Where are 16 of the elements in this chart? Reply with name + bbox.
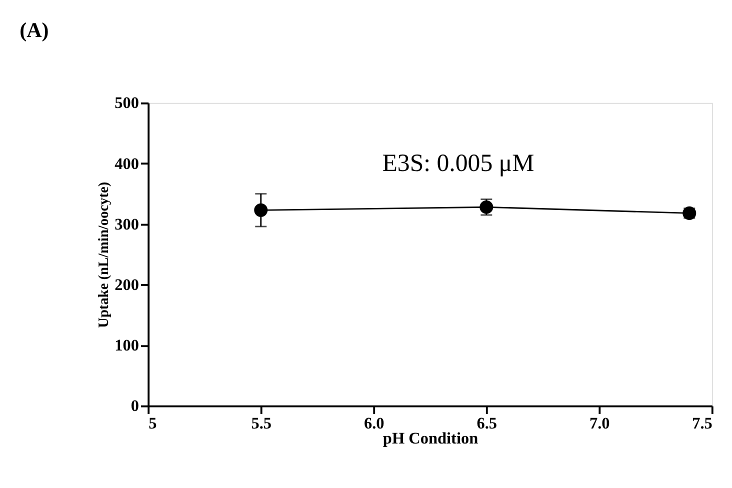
- x-tick-label: 5: [148, 414, 157, 432]
- y-tick-label: 500: [114, 94, 140, 112]
- y-tick-label: 0: [130, 397, 140, 416]
- y-axis-title: Uptake (nL/min/oocyte): [96, 182, 112, 328]
- x-tick-label: 7.5: [692, 414, 712, 432]
- x-tick-label: 6.0: [364, 414, 384, 432]
- chart-title: (A): [20, 18, 49, 42]
- x-axis-title: pH Condition: [382, 430, 478, 448]
- x-tick-label: 5.5: [251, 414, 272, 432]
- x-tick-label: 7.0: [590, 414, 610, 432]
- y-tick-label: 300: [114, 215, 140, 234]
- y-tick-label: 100: [114, 336, 140, 355]
- y-tick-label: 200: [114, 276, 140, 294]
- annotation: E3S: 0.005 μM: [382, 150, 534, 178]
- y-tick-label: 400: [114, 154, 140, 173]
- x-tick-label: 6.5: [476, 414, 498, 432]
